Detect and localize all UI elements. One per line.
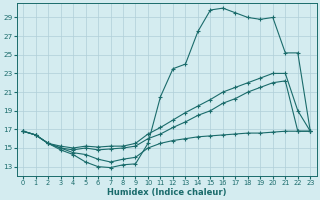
X-axis label: Humidex (Indice chaleur): Humidex (Indice chaleur) [107, 188, 227, 197]
